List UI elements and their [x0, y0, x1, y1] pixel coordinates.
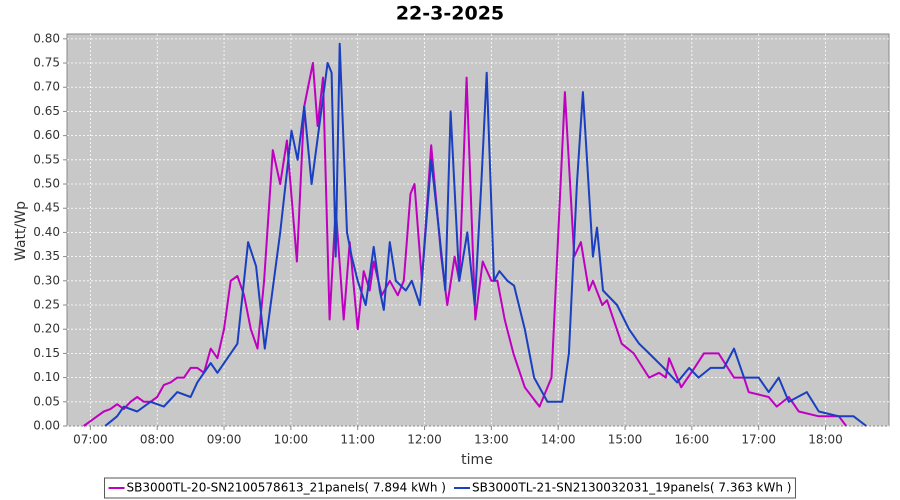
x-tick-label: 12:00 — [407, 433, 442, 447]
x-tick-label: 16:00 — [675, 433, 710, 447]
x-tick-label: 08:00 — [140, 433, 175, 447]
x-tick-label: 17:00 — [741, 433, 776, 447]
x-tick-label: 11:00 — [340, 433, 375, 447]
x-tick-label: 13:00 — [474, 433, 509, 447]
legend: SB3000TL-20-SN2100578613_21panels( 7.894… — [104, 477, 796, 499]
y-tick-label: 0.60 — [33, 128, 60, 142]
x-tick-label: 14:00 — [541, 433, 576, 447]
x-axis-label: time — [461, 452, 493, 468]
x-tick-label: 18:00 — [808, 433, 843, 447]
y-axis-label: Watt/Wp — [13, 201, 29, 261]
y-tick-label: 0.40 — [33, 225, 60, 239]
y-tick-label: 0.45 — [33, 201, 60, 215]
chart-title: 22-3-2025 — [396, 3, 504, 25]
y-tick-label: 0.70 — [33, 80, 60, 94]
x-tick-label: 10:00 — [274, 433, 309, 447]
y-tick-label: 0.10 — [33, 370, 60, 384]
x-tick-label: 09:00 — [207, 433, 242, 447]
legend-box — [104, 477, 796, 499]
x-tick-label: 15:00 — [608, 433, 643, 447]
y-tick-label: 0.05 — [33, 394, 60, 408]
legend-label: SB3000TL-20-SN2100578613_21panels( 7.894… — [127, 481, 446, 495]
y-tick-label: 0.20 — [33, 322, 60, 336]
y-tick-label: 0.75 — [33, 56, 60, 70]
y-tick-label: 0.55 — [33, 152, 60, 166]
y-tick-label: 0.35 — [33, 249, 60, 263]
y-tick-label: 0.25 — [33, 298, 60, 312]
y-tick-label: 0.65 — [33, 104, 60, 118]
series-line — [83, 62, 847, 427]
y-tick-label: 0.15 — [33, 346, 60, 360]
x-tick-label: 07:00 — [73, 433, 108, 447]
legend-label: SB3000TL-21-SN2130032031_19panels( 7.363… — [472, 481, 791, 495]
y-tick-label: 0.30 — [33, 273, 60, 287]
y-tick-label: 0.00 — [33, 419, 60, 433]
y-tick-label: 0.80 — [33, 31, 60, 45]
series-line — [104, 42, 867, 427]
y-tick-label: 0.50 — [33, 177, 60, 191]
